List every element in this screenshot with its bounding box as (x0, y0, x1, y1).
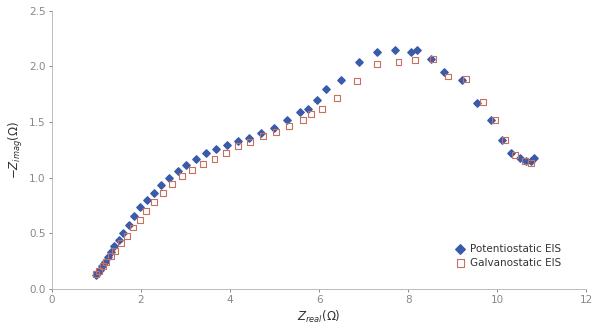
Galvanostatic EIS (98, 264, 107, 269)
Potentiostatic EIS (142, 197, 152, 203)
Galvanostatic EIS (526, 160, 536, 166)
Galvanostatic EIS (210, 156, 220, 161)
Galvanostatic EIS (511, 153, 520, 158)
Potentiostatic EIS (373, 49, 382, 55)
Potentiostatic EIS (312, 97, 322, 103)
Galvanostatic EIS (271, 129, 281, 135)
Galvanostatic EIS (332, 95, 342, 100)
Potentiostatic EIS (244, 135, 254, 140)
Potentiostatic EIS (295, 109, 305, 115)
Potentiostatic EIS (486, 117, 496, 123)
Potentiostatic EIS (222, 143, 232, 148)
Potentiostatic EIS (406, 49, 415, 55)
Potentiostatic EIS (91, 273, 100, 278)
Potentiostatic EIS (269, 125, 278, 130)
Legend: Potentiostatic EIS, Galvanostatic EIS: Potentiostatic EIS, Galvanostatic EIS (451, 240, 565, 272)
Galvanostatic EIS (106, 254, 116, 259)
Potentiostatic EIS (157, 183, 166, 188)
Galvanostatic EIS (187, 167, 197, 172)
Galvanostatic EIS (461, 76, 471, 81)
Galvanostatic EIS (352, 78, 362, 84)
Potentiostatic EIS (233, 138, 242, 143)
Galvanostatic EIS (245, 139, 255, 145)
Potentiostatic EIS (497, 137, 506, 142)
Potentiostatic EIS (124, 222, 133, 228)
Potentiostatic EIS (439, 69, 449, 75)
Potentiostatic EIS (390, 47, 400, 52)
Potentiostatic EIS (149, 190, 158, 196)
Potentiostatic EIS (97, 264, 107, 269)
Galvanostatic EIS (490, 117, 500, 123)
Potentiostatic EIS (182, 163, 191, 168)
Potentiostatic EIS (100, 259, 109, 265)
Potentiostatic EIS (201, 150, 211, 156)
Potentiostatic EIS (103, 255, 112, 260)
X-axis label: $Z_{real}(\Omega)$: $Z_{real}(\Omega)$ (298, 309, 341, 325)
Potentiostatic EIS (355, 59, 364, 65)
Potentiostatic EIS (457, 77, 467, 82)
Potentiostatic EIS (114, 237, 124, 242)
Potentiostatic EIS (426, 56, 436, 61)
Galvanostatic EIS (122, 234, 131, 239)
Potentiostatic EIS (412, 47, 422, 52)
Potentiostatic EIS (506, 150, 515, 156)
Potentiostatic EIS (337, 77, 346, 82)
Potentiostatic EIS (521, 158, 531, 163)
Potentiostatic EIS (106, 249, 116, 255)
Potentiostatic EIS (191, 156, 200, 161)
Galvanostatic EIS (110, 248, 120, 253)
Potentiostatic EIS (95, 267, 104, 272)
Potentiostatic EIS (529, 155, 539, 160)
Galvanostatic EIS (394, 59, 403, 65)
Galvanostatic EIS (233, 144, 243, 149)
Potentiostatic EIS (473, 101, 482, 106)
Potentiostatic EIS (110, 244, 119, 249)
Galvanostatic EIS (94, 268, 104, 274)
Galvanostatic EIS (149, 199, 159, 205)
Potentiostatic EIS (130, 214, 139, 219)
Galvanostatic EIS (284, 124, 294, 129)
Galvanostatic EIS (167, 182, 177, 187)
Potentiostatic EIS (515, 155, 524, 160)
Potentiostatic EIS (211, 146, 221, 151)
Galvanostatic EIS (116, 240, 126, 246)
Potentiostatic EIS (303, 106, 313, 111)
Galvanostatic EIS (373, 62, 382, 67)
Galvanostatic EIS (128, 225, 138, 230)
Y-axis label: $-Z_{imag}(\Omega)$: $-Z_{imag}(\Omega)$ (7, 121, 25, 179)
Potentiostatic EIS (92, 270, 102, 276)
Galvanostatic EIS (91, 272, 100, 277)
Potentiostatic EIS (257, 130, 266, 136)
Galvanostatic EIS (142, 208, 151, 213)
Galvanostatic EIS (158, 190, 168, 196)
Galvanostatic EIS (428, 56, 437, 61)
Galvanostatic EIS (135, 217, 145, 222)
Galvanostatic EIS (298, 117, 308, 123)
Galvanostatic EIS (258, 134, 268, 139)
Potentiostatic EIS (173, 168, 182, 174)
Galvanostatic EIS (177, 174, 187, 179)
Potentiostatic EIS (321, 86, 331, 91)
Potentiostatic EIS (164, 175, 174, 180)
Potentiostatic EIS (282, 117, 292, 123)
Galvanostatic EIS (307, 112, 316, 117)
Galvanostatic EIS (199, 162, 208, 167)
Galvanostatic EIS (101, 259, 111, 265)
Potentiostatic EIS (526, 158, 536, 163)
Potentiostatic EIS (118, 230, 128, 236)
Galvanostatic EIS (500, 137, 510, 142)
Galvanostatic EIS (443, 74, 453, 79)
Galvanostatic EIS (317, 106, 327, 111)
Potentiostatic EIS (136, 205, 145, 210)
Galvanostatic EIS (478, 99, 488, 105)
Galvanostatic EIS (410, 57, 420, 62)
Galvanostatic EIS (221, 150, 230, 156)
Galvanostatic EIS (520, 158, 530, 163)
